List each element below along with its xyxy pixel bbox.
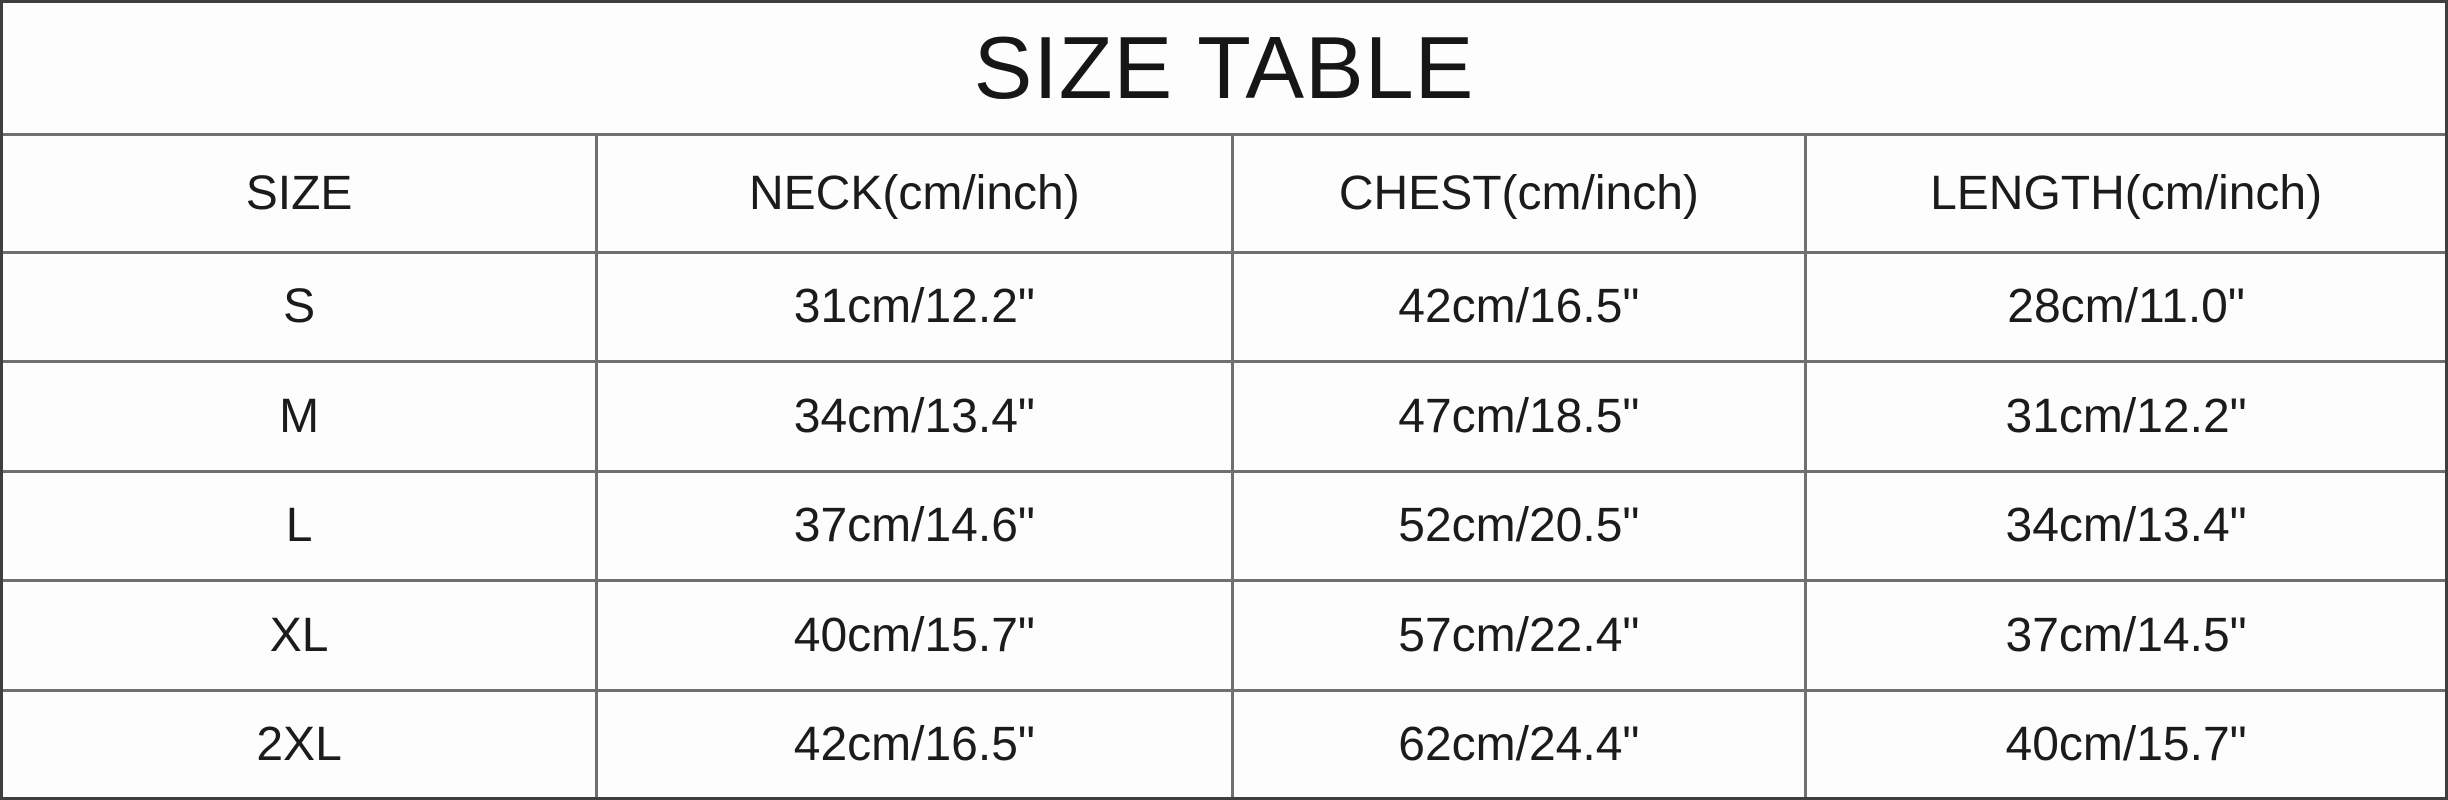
length-cell: 34cm/13.4" xyxy=(1804,469,2445,583)
chest-cell: 52cm/20.5" xyxy=(1230,469,1808,583)
page-title: SIZE TABLE xyxy=(3,3,2445,136)
neck-cell: 37cm/14.6" xyxy=(595,469,1234,583)
chest-cell: 62cm/24.4" xyxy=(1230,688,1808,797)
length-cell: 31cm/12.2" xyxy=(1804,360,2445,473)
neck-cell: 42cm/16.5" xyxy=(595,688,1234,797)
chest-cell: 57cm/22.4" xyxy=(1230,579,1808,692)
neck-cell: 34cm/13.4" xyxy=(595,360,1234,473)
size-cell: XL xyxy=(3,579,599,692)
size-cell: S xyxy=(3,250,599,364)
column-header-chest: CHEST(cm/inch) xyxy=(1230,136,1808,254)
length-cell: 37cm/14.5" xyxy=(1804,579,2445,692)
size-cell: M xyxy=(3,360,599,473)
table-row-m: M 34cm/13.4" 47cm/18.5" 31cm/12.2" xyxy=(3,360,2445,473)
column-header-neck: NECK(cm/inch) xyxy=(595,136,1234,254)
neck-cell: 31cm/12.2" xyxy=(595,250,1234,364)
table-row-s: S 31cm/12.2" 42cm/16.5" 28cm/11.0" xyxy=(3,250,2445,364)
size-table: SIZE NECK(cm/inch) CHEST(cm/inch) LENGTH… xyxy=(3,136,2445,797)
column-header-length: LENGTH(cm/inch) xyxy=(1804,136,2445,254)
size-cell: L xyxy=(3,469,599,583)
header-row: SIZE NECK(cm/inch) CHEST(cm/inch) LENGTH… xyxy=(3,136,2445,254)
column-header-size: SIZE xyxy=(3,136,599,254)
neck-cell: 40cm/15.7" xyxy=(595,579,1234,692)
size-cell: 2XL xyxy=(3,688,599,797)
chest-cell: 47cm/18.5" xyxy=(1230,360,1808,473)
table-row-xl: XL 40cm/15.7" 57cm/22.4" 37cm/14.5" xyxy=(3,579,2445,692)
chest-cell: 42cm/16.5" xyxy=(1230,250,1808,364)
table-row-2xl: 2XL 42cm/16.5" 62cm/24.4" 40cm/15.7" xyxy=(3,688,2445,797)
length-cell: 28cm/11.0" xyxy=(1804,250,2445,364)
table-row-l: L 37cm/14.6" 52cm/20.5" 34cm/13.4" xyxy=(3,469,2445,583)
length-cell: 40cm/15.7" xyxy=(1804,688,2445,797)
